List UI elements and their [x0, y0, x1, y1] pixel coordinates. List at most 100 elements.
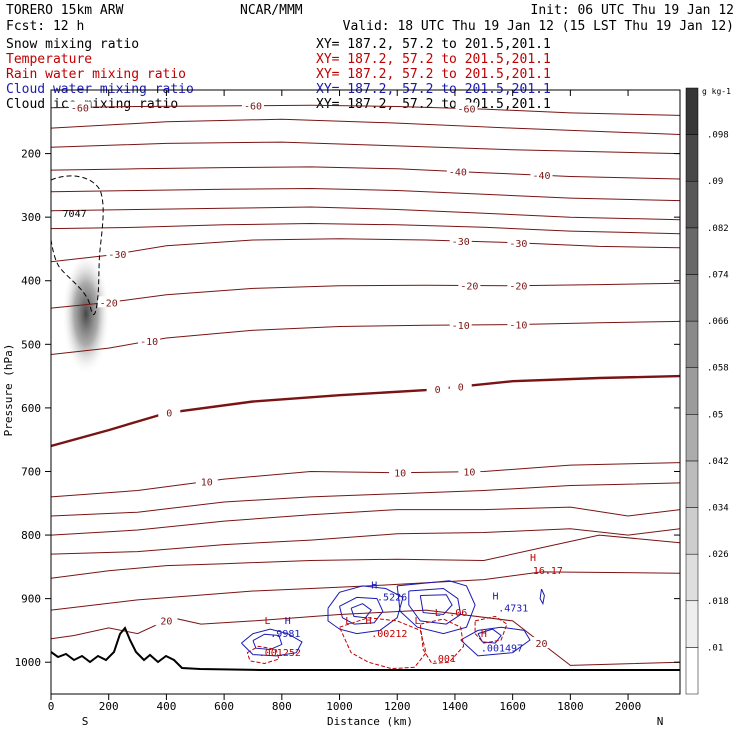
contour-label-bg	[155, 614, 178, 626]
temperature-contour	[51, 506, 680, 536]
contour-label-bg	[106, 247, 129, 259]
north-endpoint-label: N	[657, 715, 664, 728]
colorbar-units: g kg-1	[702, 87, 731, 96]
field-name: Snow mixing ratio	[6, 37, 139, 52]
field-name: Rain water mixing ratio	[6, 67, 186, 82]
contour-label-bg	[458, 279, 481, 291]
contour-annotation: .001252	[259, 648, 301, 659]
contour-annotation: H	[285, 616, 291, 627]
temperature-contour	[51, 187, 680, 202]
x-tick-label: 200	[99, 700, 119, 713]
colorbar-swatch	[685, 414, 699, 462]
x-axis-label: Distance (km)	[327, 715, 413, 728]
temperature-contour	[51, 206, 680, 221]
rain-water-contour	[339, 617, 427, 670]
colorbar-label: .034	[707, 504, 729, 514]
cloud-water-contour	[408, 587, 462, 625]
temperature-contour-label: -30	[509, 239, 527, 250]
field-name: Temperature	[6, 52, 92, 67]
rain-water-contours	[246, 615, 508, 670]
temperature-contour-label: -10	[452, 321, 470, 332]
field-xy: XY= 187.2, 57.2 to 201.5,201.1	[316, 52, 551, 67]
x-tick-label: 0	[48, 700, 55, 713]
contour-annotation: L	[415, 616, 421, 627]
temperature-contour	[51, 528, 680, 555]
forecast-hour: Fcst: 12 h	[6, 19, 84, 34]
contour-label-bg	[449, 380, 472, 392]
contour-label-bg	[507, 318, 530, 330]
cloud-water-contour	[350, 603, 373, 619]
cloud-water-contour	[396, 580, 476, 635]
x-tick-label: 600	[214, 700, 234, 713]
contour-label-bg	[449, 318, 472, 330]
x-axis: 0 200 400 600 800 1000 1200 1400 1600 1800 2000	[48, 90, 641, 713]
temperature-contour-label: -20	[100, 298, 118, 309]
contour-annotation: 7047	[63, 209, 87, 220]
temperature-contour-0	[51, 374, 680, 448]
colorbar-label: .05	[707, 410, 723, 420]
field-name: Cloud ice mixing ratio	[6, 97, 178, 112]
y-tick-label: 400	[21, 275, 41, 288]
contour-annotation: H	[371, 580, 377, 591]
contour-label-bg	[389, 466, 412, 478]
colorbar-label: .042	[707, 457, 729, 467]
x-tick-label: 1400	[442, 700, 469, 713]
x-tick-label: 1600	[499, 700, 526, 713]
snow-shading	[62, 258, 110, 382]
colorbar-swatch	[685, 227, 699, 275]
contour-label-bg	[241, 99, 264, 111]
contour-annotation: .00212	[371, 629, 407, 640]
colorbar-swatch	[685, 507, 699, 555]
contour-annotation: L	[345, 616, 351, 627]
model-title: TORERO 15km ARW	[6, 3, 124, 18]
temperature-contour-label: 10	[394, 469, 406, 480]
temperature-contour	[51, 118, 680, 135]
colorbar-label: .09	[707, 177, 723, 187]
cloud-water-contour	[327, 585, 404, 635]
temperature-contour-label: -40	[532, 171, 550, 182]
field-xy: XY= 187.2, 57.2 to 201.5,201.1	[316, 97, 551, 112]
plot-area: -60 -60 -60 -40 -40 -30 -30 -30 -20 -20 -20 -10 -10 -…	[51, 99, 680, 671]
temperature-contour	[51, 571, 680, 611]
field-xy: XY= 187.2, 57.2 to 201.5,201.1	[316, 67, 551, 82]
temperature-contour--20	[51, 282, 680, 309]
colorbar-label: .018	[707, 597, 729, 607]
colorbar-label: .074	[707, 270, 729, 280]
temperature-contour-label: 0	[166, 409, 172, 420]
temperature-contour-label: -10	[509, 320, 527, 331]
valid-time: Valid: 18 UTC Thu 19 Jan 12 (15 LST Thu …	[343, 19, 734, 34]
temperature-contour	[51, 141, 680, 155]
temperature-contour-label: 0	[435, 385, 441, 396]
contour-label-bg	[458, 465, 481, 477]
temperature-contour--60	[51, 104, 680, 116]
field-legend: Snow mixing ratio XY= 187.2, 57.2 to 201.…	[6, 37, 551, 112]
contour-label-bg	[97, 296, 120, 308]
temperature-contour-label: 0	[458, 383, 464, 394]
temperature-contour-label: -20	[460, 282, 478, 293]
cloud-water-contour	[339, 596, 384, 625]
colorbar-swatch	[685, 180, 699, 229]
x-tick-label: 400	[156, 700, 176, 713]
temperature-contour	[51, 222, 680, 235]
contour-label-bg	[426, 382, 449, 394]
colorbar-swatch	[685, 600, 699, 648]
contour-label-bg	[455, 102, 478, 114]
temperature-contour--40	[51, 166, 680, 180]
colorbar-swatch	[685, 460, 699, 508]
colorbar-label: .026	[707, 550, 729, 560]
contour-label-bg	[530, 169, 553, 181]
contour-annotation: L	[435, 608, 441, 619]
colorbar-swatch	[685, 553, 699, 602]
temperature-contour-label: -30	[452, 237, 470, 248]
x-tick-label: 1800	[557, 700, 584, 713]
temperature-contour-label: 20	[160, 616, 172, 627]
x-tick-label: 800	[272, 700, 292, 713]
contour-label-bg	[530, 637, 553, 649]
rain-water-contour	[419, 618, 465, 665]
y-tick-label: 800	[21, 529, 41, 542]
contour-label-bg	[138, 335, 161, 347]
y-tick-label: 900	[21, 593, 41, 606]
temperature-contour-label: 20	[535, 639, 547, 650]
contour-label-bg	[195, 475, 218, 487]
